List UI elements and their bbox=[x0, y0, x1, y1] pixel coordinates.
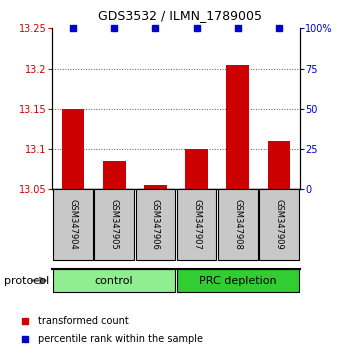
Bar bbox=[103, 161, 126, 189]
Text: GDS3532 / ILMN_1789005: GDS3532 / ILMN_1789005 bbox=[99, 9, 262, 22]
Bar bbox=[177, 189, 216, 260]
Text: control: control bbox=[95, 275, 134, 286]
Bar bbox=[136, 189, 175, 260]
Bar bbox=[226, 64, 249, 189]
Bar bbox=[177, 269, 299, 292]
Bar bbox=[185, 149, 208, 189]
Text: protocol: protocol bbox=[4, 275, 49, 286]
Text: percentile rank within the sample: percentile rank within the sample bbox=[38, 334, 203, 344]
Bar bbox=[218, 189, 258, 260]
Bar bbox=[94, 189, 134, 260]
Text: transformed count: transformed count bbox=[38, 316, 129, 326]
Bar bbox=[62, 109, 84, 189]
Text: GSM347904: GSM347904 bbox=[69, 199, 78, 250]
Bar bbox=[53, 269, 175, 292]
Text: GSM347905: GSM347905 bbox=[110, 199, 119, 250]
Bar bbox=[144, 185, 167, 189]
Text: GSM347909: GSM347909 bbox=[274, 199, 283, 250]
Bar bbox=[259, 189, 299, 260]
Text: GSM347907: GSM347907 bbox=[192, 199, 201, 250]
Text: PRC depletion: PRC depletion bbox=[199, 275, 277, 286]
Text: GSM347908: GSM347908 bbox=[233, 199, 242, 250]
Text: GSM347906: GSM347906 bbox=[151, 199, 160, 250]
Bar bbox=[268, 141, 290, 189]
Bar bbox=[53, 189, 93, 260]
